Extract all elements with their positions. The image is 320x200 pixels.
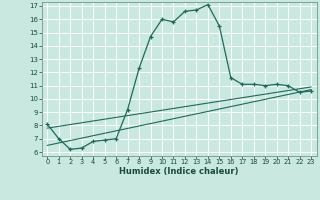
X-axis label: Humidex (Indice chaleur): Humidex (Indice chaleur) bbox=[119, 167, 239, 176]
